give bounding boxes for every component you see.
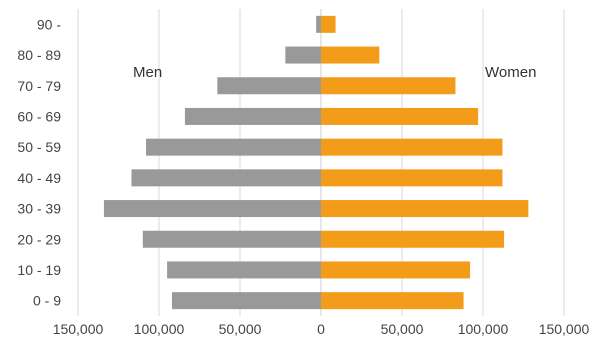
bar-men-1 — [285, 46, 321, 64]
x-tick-label-6: 150,000 — [539, 321, 590, 337]
bar-women-2 — [321, 77, 456, 95]
x-tick-label-4: 50,000 — [381, 321, 424, 337]
y-tick-label-7: 20 - 29 — [17, 231, 61, 247]
bar-women-4 — [321, 138, 503, 156]
y-tick-label-8: 10 - 19 — [17, 262, 61, 278]
bar-men-5 — [131, 169, 321, 187]
bar-men-9 — [171, 292, 321, 310]
x-tick-label-2: 50,000 — [219, 321, 262, 337]
y-tick-label-5: 40 - 49 — [17, 170, 61, 186]
y-tick-label-2: 70 - 79 — [17, 78, 61, 94]
x-tick-label-5: 100,000 — [458, 321, 509, 337]
bar-women-1 — [321, 46, 380, 64]
x-tick-label-3: 0 — [317, 321, 325, 337]
bar-women-8 — [321, 261, 471, 279]
y-tick-label-3: 60 - 69 — [17, 108, 61, 124]
series-label-women: Women — [485, 64, 536, 81]
x-axis-labels: 150,000 100,000 50,000 0 50,000 100,000 150,00… — [53, 321, 590, 337]
bar-men-4 — [146, 138, 321, 156]
series-label-men: Men — [133, 64, 162, 81]
bar-women-3 — [321, 107, 479, 125]
bar-women-0 — [321, 15, 336, 33]
bar-women-5 — [321, 169, 503, 187]
bar-men-7 — [142, 230, 321, 248]
bar-men-0 — [316, 15, 321, 33]
bar-women-6 — [321, 200, 529, 218]
y-tick-label-1: 80 - 89 — [17, 47, 61, 63]
bar-men-3 — [184, 107, 321, 125]
y-tick-label-4: 50 - 59 — [17, 139, 61, 155]
y-tick-label-6: 30 - 39 — [17, 201, 61, 217]
x-tick-label-0: 150,000 — [53, 321, 104, 337]
bar-men-6 — [103, 200, 321, 218]
y-tick-label-0: 90 - — [37, 16, 61, 32]
bar-women-7 — [321, 230, 505, 248]
y-axis-labels: 90 - 80 - 89 70 - 79 60 - 69 50 - 59 40 - 49 3… — [17, 16, 61, 308]
bars — [103, 15, 529, 310]
bar-men-8 — [167, 261, 321, 279]
bar-women-9 — [321, 292, 464, 310]
y-tick-label-9: 0 - 9 — [33, 293, 61, 309]
bar-men-2 — [217, 77, 321, 95]
x-tick-label-1: 100,000 — [134, 321, 185, 337]
